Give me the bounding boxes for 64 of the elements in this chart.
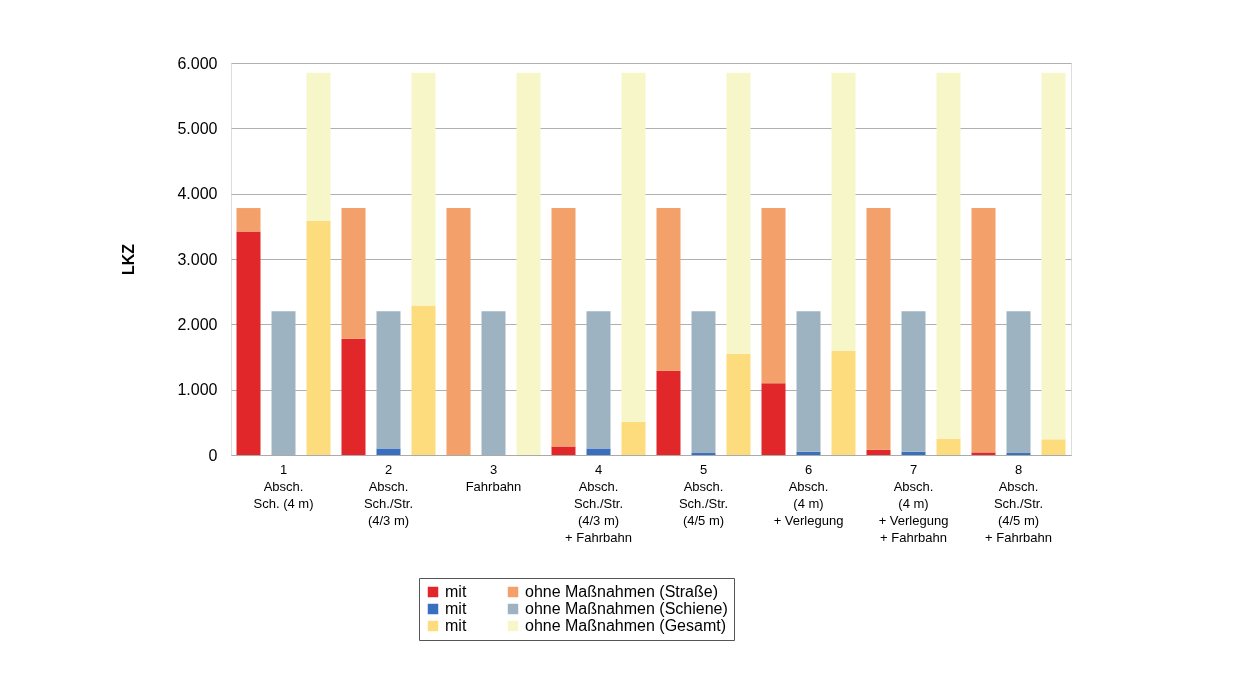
bar <box>516 72 541 455</box>
bar <box>551 208 576 447</box>
x-tick-label: 3 Fahrbahn <box>465 461 522 494</box>
bar <box>726 72 751 354</box>
bar <box>831 72 856 352</box>
bar <box>726 353 751 455</box>
bar <box>901 311 926 452</box>
bar <box>936 438 961 455</box>
bar <box>481 311 506 455</box>
x-tick-label: 4 Absch. Sch./Str. (4/3 m) + Fahrbahn <box>565 461 632 545</box>
bar <box>306 72 331 222</box>
y-tick-label: 1.000 <box>177 381 218 399</box>
bar <box>306 221 331 455</box>
y-tick-label: 3.000 <box>177 250 218 268</box>
bar <box>271 311 296 455</box>
bar <box>831 351 856 455</box>
bar <box>971 208 996 453</box>
bar <box>866 449 891 455</box>
bar <box>761 208 786 384</box>
bar <box>656 370 681 455</box>
legend-label: mit <box>445 617 467 634</box>
bar <box>656 208 681 371</box>
bar <box>971 452 996 455</box>
bar <box>341 338 366 455</box>
bar <box>761 383 786 455</box>
x-tick-label: 8 Absch. Sch./Str. (4/5 m) + Fahrbahn <box>985 461 1052 545</box>
bar <box>446 208 471 455</box>
y-axis-title: LKZ <box>120 243 138 276</box>
bar <box>236 208 261 232</box>
y-tick-label: 2.000 <box>177 315 218 333</box>
bar <box>1041 439 1066 455</box>
bar <box>551 446 576 455</box>
legend-label: ohne Maßnahmen (Gesamt) <box>525 617 726 634</box>
y-tick-label: 6.000 <box>177 54 218 72</box>
bar <box>341 208 366 339</box>
y-tick-label: 4.000 <box>177 185 218 203</box>
x-tick-label: 6 Absch. (4 m) + Verlegung <box>773 461 844 528</box>
bar <box>411 305 436 455</box>
bar <box>621 421 646 455</box>
bar <box>586 448 611 455</box>
bar <box>796 311 821 452</box>
y-tick-label: 5.000 <box>177 119 218 137</box>
legend-label: ohne Maßnahmen (Schiene) <box>525 600 728 617</box>
bar <box>866 208 891 450</box>
legend-label: mit <box>445 583 467 600</box>
bar <box>411 72 436 306</box>
legend-label: mit <box>445 600 467 617</box>
bar <box>901 451 926 455</box>
bar <box>236 231 261 455</box>
bar <box>691 311 716 454</box>
legend-label: ohne Maßnahmen (Straße) <box>525 583 718 600</box>
bar <box>621 72 646 422</box>
bar <box>796 451 821 455</box>
bar <box>1006 311 1031 454</box>
bar <box>376 448 401 455</box>
x-tick-label: 2 Absch. Sch./Str. (4/3 m) <box>363 461 414 528</box>
x-tick-label: 1 Absch. Sch. (4 m) <box>253 461 314 511</box>
y-tick-label: 0 <box>208 446 218 464</box>
bar <box>936 72 961 439</box>
bar <box>586 311 611 449</box>
x-tick-label: 7 Absch. (4 m) + Verlegung + Fahrbahn <box>878 461 949 545</box>
bar <box>376 311 401 449</box>
x-tick-label: 5 Absch. Sch./Str. (4/5 m) <box>678 461 729 528</box>
bar <box>1041 72 1066 440</box>
